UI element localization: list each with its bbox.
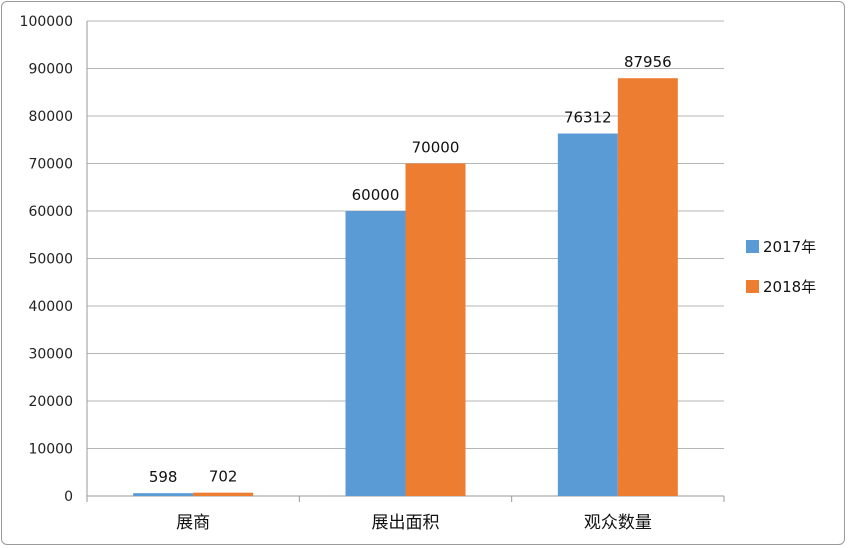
bars — [133, 78, 678, 497]
y-axis-ticks: 0 10000 20000 30000 40000 50000 60000 70000 8000… — [20, 14, 73, 505]
y-tick-label: 30000 — [28, 347, 73, 363]
legend-label: 2017年 — [763, 238, 816, 256]
bar-series-1 — [133, 493, 194, 496]
y-tick-label: 80000 — [28, 109, 73, 125]
legend: 2017年 2018年 — [746, 238, 816, 296]
y-tick-label: 10000 — [28, 442, 73, 458]
data-label: 60000 — [352, 186, 400, 204]
y-tick-label: 50000 — [28, 252, 73, 268]
legend-swatch — [746, 280, 759, 293]
y-tick-label: 40000 — [28, 299, 73, 315]
legend-label: 2018年 — [763, 278, 816, 296]
bar-series-2 — [193, 492, 254, 496]
data-label: 70000 — [412, 139, 460, 157]
bar-series-2 — [617, 78, 678, 497]
y-tick-label: 60000 — [28, 204, 73, 220]
y-tick-label: 100000 — [20, 14, 73, 30]
bar-series-1 — [345, 211, 406, 496]
bar-series-2 — [405, 163, 466, 496]
y-tick-label: 0 — [64, 489, 73, 505]
y-tick-label: 90000 — [28, 62, 73, 78]
legend-swatch — [746, 240, 759, 253]
bar-series-1 — [557, 133, 618, 496]
data-label: 702 — [209, 468, 238, 486]
x-category-label: 观众数量 — [584, 513, 652, 533]
data-labels: 598 702 60000 70000 76312 87956 — [149, 53, 672, 486]
x-category-label: 展出面积 — [372, 513, 440, 533]
x-category-label: 展商 — [176, 513, 210, 533]
y-tick-label: 20000 — [28, 394, 73, 410]
data-label: 87956 — [624, 53, 672, 71]
y-tick-label: 70000 — [28, 157, 73, 173]
data-label: 76312 — [564, 109, 612, 127]
x-axis-categories: 展商 展出面积 观众数量 — [176, 513, 652, 533]
data-label: 598 — [149, 468, 178, 486]
